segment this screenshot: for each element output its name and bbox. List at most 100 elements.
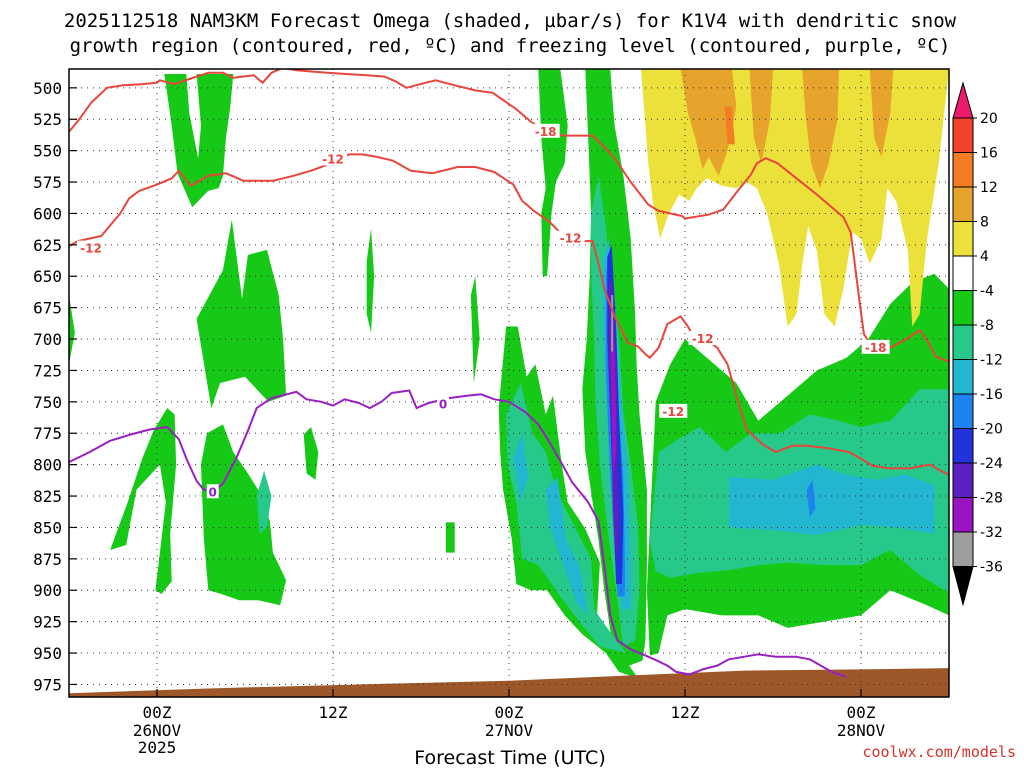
omega-region-j	[498, 326, 639, 679]
omega-region-t	[729, 464, 935, 535]
colorbar-bin	[952, 290, 974, 326]
colorbar-label: -16	[980, 387, 1003, 403]
colorbar-label: -32	[980, 525, 1003, 541]
contour-label-bg	[659, 403, 688, 418]
omega-region-e	[201, 424, 287, 606]
y-tick-label: 750	[33, 393, 62, 412]
colorbar-bin	[952, 428, 974, 464]
omega-region-r	[513, 433, 529, 503]
colorbar-bin	[952, 462, 974, 498]
y-tick-label: 625	[33, 236, 62, 255]
ground-terrain	[69, 668, 949, 697]
colorbar-bin	[952, 186, 974, 222]
x-tick-year: 2025	[138, 738, 177, 757]
colorbar-bin	[952, 117, 974, 153]
omega-region-c	[110, 408, 177, 594]
omega-region-ag	[724, 106, 735, 145]
y-tick-label: 800	[33, 456, 62, 475]
omega-shaded-field	[69, 69, 949, 697]
x-tick-date: 26NOV	[133, 721, 182, 740]
y-tick-label: 775	[33, 424, 62, 443]
omega-region-k	[538, 69, 568, 277]
y-tick-label: 500	[33, 79, 62, 98]
colorbar-bin	[952, 393, 974, 429]
y-tick-label: 550	[33, 142, 62, 161]
y-tick-label: 925	[33, 613, 62, 632]
contour-label: -12	[80, 242, 102, 256]
omega-region-f	[303, 427, 319, 480]
contour-label-bg	[688, 331, 717, 346]
contour-label-bg	[531, 123, 560, 138]
y-tick-label: 700	[33, 330, 62, 349]
colorbar-label: 4	[980, 249, 989, 265]
contour-label-bg	[206, 484, 219, 499]
colorbar-label: -12	[980, 353, 1003, 369]
y-tick-label: 950	[33, 644, 62, 663]
colorbar-bin	[952, 566, 974, 607]
title-line-2: growth region (contoured, red, ºC) and f…	[70, 35, 951, 57]
contour-label-bg	[437, 396, 449, 411]
y-tick-label: 900	[33, 581, 62, 600]
colorbar: 20 16 12 8 4 -4 -8 -12 -16 -20 -24 -28 -32 -36	[952, 81, 1003, 607]
y-tick-label: 575	[33, 173, 62, 192]
y-tick-label: 875	[33, 550, 62, 569]
title-line-1: 2025112518 NAM3KM Forecast Omega (shaded…	[64, 10, 957, 32]
y-tick-label: 850	[33, 518, 62, 537]
colorbar-bin	[952, 531, 974, 567]
colorbar-label: 12	[980, 180, 998, 196]
y-tick-label: 725	[33, 361, 62, 380]
x-tick-date: 27NOV	[485, 721, 534, 740]
contour-label-bg	[77, 240, 105, 255]
contour-label-bg	[861, 339, 890, 354]
omega-region-af	[869, 69, 894, 157]
contour-label: 0	[439, 397, 447, 411]
colorbar-label: -8	[980, 318, 994, 334]
y-tick-label: 525	[33, 110, 62, 129]
colorbar-label: -24	[980, 456, 1003, 472]
omega-region-n	[506, 383, 627, 653]
y-tick-label: 825	[33, 487, 62, 506]
x-tick-label: 00Z	[847, 703, 876, 722]
omega-region-w	[806, 479, 816, 518]
omega-region-z	[610, 313, 617, 478]
colorbar-bin	[952, 152, 974, 188]
colorbar-label: 20	[980, 111, 998, 127]
y-tick-label: 975	[33, 675, 62, 694]
omega-region-i	[470, 276, 480, 383]
colorbar-bin	[952, 497, 974, 533]
x-tick-label: 00Z	[495, 703, 524, 722]
contour-label: -12	[560, 232, 582, 246]
contour-labels: -18 -12 -12 -12 -12 -18 -12 0 0	[77, 123, 890, 499]
omega-region-b	[69, 295, 75, 365]
y-axis: 500 525 550 575 600 625 650 675 700 725 750 775 800 8…	[33, 79, 77, 694]
x-axis-title: Forecast Time (UTC)	[414, 747, 605, 768]
y-tick-label: 650	[33, 267, 62, 286]
colorbar-label: -36	[980, 560, 1003, 576]
omega-region-g	[366, 228, 375, 333]
colorbar-label: -20	[980, 422, 1003, 438]
colorbar-bin	[952, 255, 974, 291]
omega-region-ad	[749, 69, 773, 164]
chart-titles: 2025112518 NAM3KM Forecast Omega (shaded…	[64, 10, 957, 57]
credit-text: coolwx.com/models	[862, 743, 1016, 761]
colorbar-label: -28	[980, 491, 1003, 507]
contour-label: 0	[209, 485, 217, 499]
colorbar-label: 16	[980, 146, 998, 162]
colorbar-bin	[952, 81, 974, 119]
colorbar-label: 8	[980, 215, 989, 231]
contour-label-bg	[556, 230, 585, 245]
colorbar-bin	[952, 221, 974, 257]
contour-label: -18	[865, 341, 887, 355]
omega-region-ac	[680, 69, 737, 176]
x-tick-label: 00Z	[143, 703, 172, 722]
contour-label: -12	[662, 405, 684, 419]
contour-label: -12	[692, 332, 714, 346]
omega-region-aa	[611, 295, 614, 352]
omega-region-s	[545, 477, 589, 616]
contour-label: -12	[322, 152, 344, 166]
contour-label: -18	[535, 125, 557, 139]
contour-label-bg	[319, 151, 347, 166]
colorbar-bin	[952, 324, 974, 360]
